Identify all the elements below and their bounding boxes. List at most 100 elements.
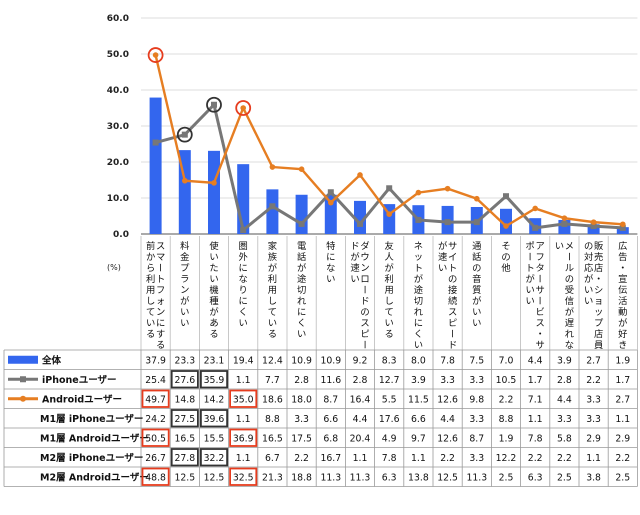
category-label-char: ピ bbox=[448, 318, 457, 329]
table-cell: 2.2 bbox=[499, 394, 514, 405]
bar bbox=[295, 194, 308, 234]
table-row-header: 全体 bbox=[8, 354, 62, 366]
table-cell: 3.8 bbox=[586, 472, 601, 483]
series-line-2 bbox=[154, 54, 623, 228]
point bbox=[357, 220, 363, 227]
series-name: 全体 bbox=[41, 354, 62, 366]
category-label-char: 告 bbox=[618, 251, 627, 263]
category-label-char: い bbox=[209, 252, 218, 263]
point bbox=[240, 105, 246, 111]
category-label-char: ロ bbox=[360, 274, 369, 285]
category-label-char: 好 bbox=[618, 328, 627, 340]
category-label-char: 通 bbox=[472, 241, 481, 252]
category-label-char: が bbox=[350, 251, 360, 263]
category-label-char: マ bbox=[156, 252, 165, 263]
category-label-char: 切 bbox=[297, 285, 306, 296]
point bbox=[298, 166, 305, 172]
category-label-char: る bbox=[209, 329, 218, 340]
table-cell: 1.7 bbox=[528, 375, 543, 386]
highlight-box bbox=[170, 448, 199, 467]
series-name: M1層 Androidユーザー bbox=[40, 433, 149, 444]
data-table: 全体 37.9 23.3 23.1 19.4 12.4 10.9 10.9 9.2 8.3 8.0 7… bbox=[3, 349, 638, 487]
category-label-char: ウ bbox=[360, 252, 369, 263]
table-cell: 8.7 bbox=[469, 433, 484, 444]
category-label-char: に bbox=[156, 318, 165, 329]
table-cell: 10.5 bbox=[496, 375, 517, 386]
category-label-char: 宣 bbox=[618, 273, 627, 285]
table-cell: 3.9 bbox=[557, 355, 572, 366]
point bbox=[444, 185, 451, 192]
category-label-char: る bbox=[385, 329, 394, 340]
table-cell: 3.3 bbox=[469, 375, 484, 386]
category-label-char: ス bbox=[360, 318, 369, 329]
point bbox=[181, 131, 188, 138]
category-label-char: ー bbox=[359, 340, 370, 349]
table-cell: 11.3 bbox=[350, 472, 371, 483]
table-cell: 32.5 bbox=[233, 472, 254, 483]
table-cell: 4.4 bbox=[528, 355, 543, 366]
category-label-char: ネ bbox=[414, 241, 423, 252]
point bbox=[357, 172, 363, 178]
category-label-char: き bbox=[618, 340, 627, 351]
category-label-char: 店 bbox=[594, 328, 603, 340]
category-label-char: 話 bbox=[297, 251, 306, 263]
category-label-char: プ bbox=[594, 318, 604, 329]
category-label-char: 用 bbox=[385, 285, 394, 296]
category-label-char: 族 bbox=[268, 251, 277, 263]
table-cell: 32.2 bbox=[204, 453, 225, 464]
table-cell: 9.8 bbox=[469, 394, 484, 405]
table-cell: 3.3 bbox=[294, 414, 309, 425]
category-label-char: ー bbox=[534, 274, 545, 283]
point bbox=[386, 185, 393, 192]
table-cell: 4.4 bbox=[353, 414, 368, 425]
category-label-char: の bbox=[501, 252, 510, 263]
table-cell: 3.3 bbox=[557, 414, 572, 425]
table-cell: 11.6 bbox=[320, 375, 341, 386]
table-cell: 6.7 bbox=[265, 453, 280, 464]
point bbox=[444, 219, 451, 226]
category-label-char: タ bbox=[536, 263, 545, 274]
y-tick-label: 40.0 bbox=[107, 86, 129, 96]
table-cell: 1.1 bbox=[236, 453, 251, 464]
category-label-char: 機 bbox=[209, 284, 218, 296]
category-label-char: が bbox=[385, 262, 395, 274]
category-label-char: か bbox=[146, 252, 155, 263]
table-cell: 13.8 bbox=[408, 472, 429, 483]
highlight-box bbox=[199, 370, 228, 389]
category-label-char: 員 bbox=[594, 340, 603, 351]
category-label-char: い bbox=[297, 329, 306, 340]
category-label-char: る bbox=[146, 329, 155, 340]
category-label-char: の bbox=[448, 274, 457, 285]
table-cell: 2.2 bbox=[294, 453, 309, 464]
category-label-char: い bbox=[180, 318, 189, 329]
legend-swatch-marker bbox=[20, 376, 26, 383]
category-label-char: が bbox=[565, 306, 575, 318]
category-label-char: い bbox=[526, 296, 535, 307]
category-label-char: 使 bbox=[209, 240, 219, 252]
table-cell: 6.6 bbox=[323, 414, 338, 425]
category-label-char: い bbox=[414, 340, 423, 351]
category-label-char: 用 bbox=[268, 285, 277, 296]
table-cell: 1.1 bbox=[411, 453, 426, 464]
category-label-char: ピ bbox=[360, 329, 369, 340]
category-label-char: ン bbox=[180, 285, 189, 296]
category-label-char: い bbox=[268, 318, 277, 329]
point bbox=[240, 227, 247, 234]
table-cell: 2.9 bbox=[586, 433, 601, 444]
category-label-char: の bbox=[565, 274, 574, 285]
table-cell: 11.3 bbox=[466, 472, 487, 483]
table-cell: 12.4 bbox=[262, 355, 283, 366]
category-label-char: 速 bbox=[438, 252, 447, 263]
category-label-char: 他 bbox=[501, 262, 510, 274]
y-tick-label: 30.0 bbox=[107, 122, 129, 132]
category-label-char: い bbox=[438, 263, 447, 274]
category-label-char: が bbox=[438, 240, 448, 252]
category-label-char: 売 bbox=[594, 251, 603, 263]
category-label-char: ス bbox=[156, 241, 165, 252]
point bbox=[386, 211, 393, 217]
